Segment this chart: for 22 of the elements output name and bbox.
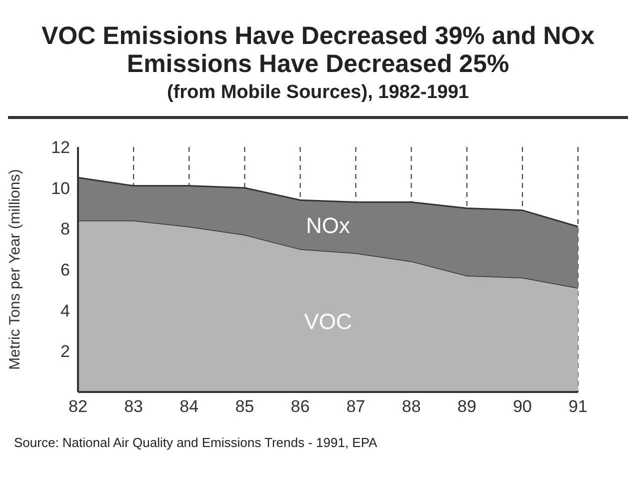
x-tick-label: 88 xyxy=(402,397,421,416)
y-tick-label: 2 xyxy=(60,342,70,362)
x-tick-label: 84 xyxy=(180,397,199,416)
source-note: Source: National Air Quality and Emissions Trends - 1991, EPA xyxy=(14,435,378,450)
y-tick-label: 6 xyxy=(60,260,70,280)
x-tick-label: 85 xyxy=(235,397,254,416)
chart-title: VOC Emissions Have Decreased 39% and NOx Emissions Have Decreased 25% xyxy=(41,22,595,78)
x-tick-label: 87 xyxy=(346,397,366,416)
y-tick-label: 12 xyxy=(51,138,70,158)
y-tick-label: 4 xyxy=(60,301,70,320)
x-tick-label: 89 xyxy=(457,397,476,416)
x-tick-label: 86 xyxy=(290,397,310,416)
y-tick-label: 10 xyxy=(51,178,70,198)
x-tick-label: 90 xyxy=(512,397,532,416)
series-label: NOx xyxy=(305,213,351,240)
y-tick-label: 8 xyxy=(60,220,70,239)
x-tick-label: 83 xyxy=(124,397,144,416)
chart-subtitle: (from Mobile Sources), 1982-1991 xyxy=(167,82,469,103)
x-tick-label: 91 xyxy=(568,397,588,416)
x-tick-label: 82 xyxy=(68,397,88,416)
y-axis-title: Metric Tons per Year (millions) xyxy=(6,169,24,370)
series-label: VOC xyxy=(303,308,353,335)
